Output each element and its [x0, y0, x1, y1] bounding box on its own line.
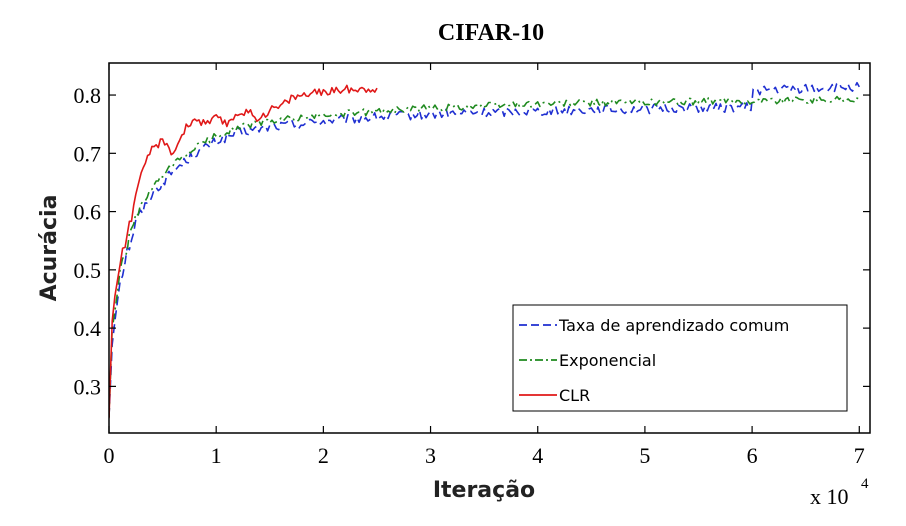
legend-box	[512, 304, 848, 412]
series-line-1	[109, 81, 861, 418]
y-tick-label: 0.7	[74, 141, 102, 166]
legend-label-clr: CLR	[559, 386, 590, 405]
legend: Taxa de aprendizado comum Exponencial CL…	[512, 304, 848, 412]
y-axis-label: Acurácia	[37, 195, 62, 302]
x-tick-label: 7	[854, 443, 865, 468]
y-tick-label: 0.8	[74, 83, 102, 108]
y-tick-label: 0.4	[74, 316, 102, 341]
legend-label-exponencial: Exponencial	[559, 351, 656, 370]
legend-label-taxa: Taxa de aprendizado comum	[558, 316, 789, 335]
x-tick-label: 1	[211, 443, 222, 468]
x-axis-multiplier: x 10	[810, 484, 849, 509]
x-tick-label: 5	[639, 443, 650, 468]
y-tick-label: 0.5	[74, 258, 102, 283]
plot-area	[108, 62, 871, 434]
series-line-3	[109, 84, 378, 419]
chart-title: CIFAR-10	[438, 20, 544, 46]
x-tick-label: 0	[104, 443, 115, 468]
x-tick-label: 3	[425, 443, 436, 468]
x-tick-label: 6	[747, 443, 758, 468]
x-axis-multiplier-exponent: 4	[861, 476, 869, 492]
x-tick-label: 4	[532, 443, 543, 468]
series-line-2	[109, 95, 860, 418]
y-tick-label: 0.3	[74, 374, 102, 399]
x-tick-label: 2	[318, 443, 329, 468]
x-axis-label: Iteração	[433, 478, 535, 503]
y-tick-label: 0.6	[74, 200, 102, 225]
